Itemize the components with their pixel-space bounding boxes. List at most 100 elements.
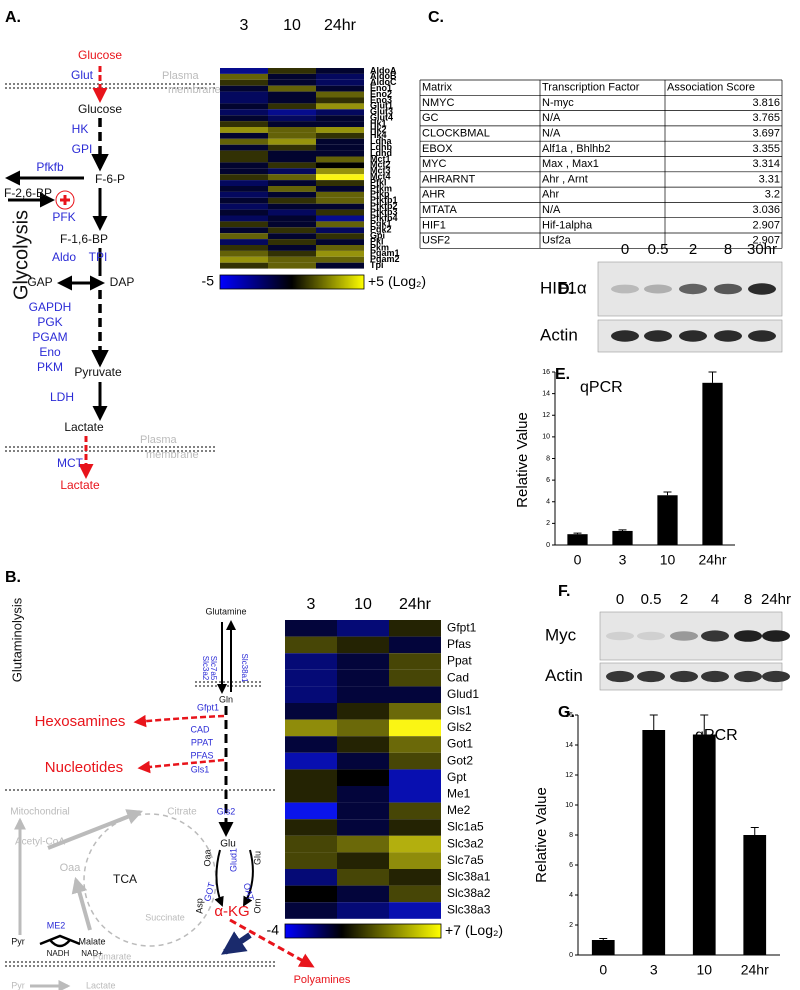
error-bar — [649, 714, 658, 730]
heatmap-cell — [220, 191, 268, 198]
blot-row-label: Myc — [545, 625, 577, 644]
diagram-label: LDH — [50, 390, 74, 404]
row-label: Pfkp — [370, 189, 390, 199]
heatmap-cell — [268, 245, 316, 251]
heatmap-cell — [316, 85, 364, 92]
blot-band — [748, 330, 776, 342]
scale-max: +7 — [445, 922, 461, 938]
heatmap-cell — [268, 132, 316, 139]
chart-title: qPCR — [580, 379, 623, 396]
x-tick-label: 0 — [574, 552, 582, 568]
diagram-label: ME2 — [47, 920, 66, 930]
blot-band — [611, 284, 639, 294]
blot-band — [606, 631, 634, 641]
table-cell: 3.816 — [752, 97, 780, 109]
diagram-label: Glycolysis — [10, 210, 32, 300]
panel-label: G. — [558, 704, 575, 721]
heatmap-cell — [337, 819, 389, 836]
heatmap-cell — [268, 180, 316, 186]
y-tick-label: 16 — [565, 712, 573, 719]
table-cell: Ahr — [542, 189, 559, 201]
diagram-label: Pyruvate — [74, 365, 122, 379]
table-cell: EBOX — [422, 143, 453, 155]
diagram-label: Asp — [194, 898, 204, 914]
row-label: Pkl — [370, 236, 384, 246]
table-cell: N/A — [542, 112, 561, 124]
table-cell: 3.697 — [752, 127, 780, 139]
heatmap-cell — [268, 156, 316, 163]
bar — [591, 940, 615, 955]
diagram-label: GPI — [72, 142, 93, 156]
error-bar — [708, 371, 717, 383]
y-tick-label: 16 — [542, 369, 550, 376]
heatmap-cell — [316, 227, 364, 234]
row-label: Slc38a2 — [447, 886, 491, 900]
diagram-label: Pyr — [11, 980, 25, 990]
heatmap-cell — [220, 68, 268, 74]
heatmap-cell — [337, 852, 389, 869]
row-label: Me2 — [447, 803, 471, 817]
heatmap-cell — [337, 786, 389, 803]
heatmap-cell — [220, 97, 268, 104]
row-label: Ldha — [370, 136, 392, 146]
heatmap-cell — [220, 103, 268, 110]
heatmap-cell — [268, 127, 316, 133]
row-label: Mct4 — [370, 172, 391, 182]
table-cell: 3.036 — [752, 204, 780, 216]
heatmap-cell — [268, 186, 316, 192]
heatmap-cell — [268, 174, 316, 181]
heatmap-cell — [389, 686, 441, 703]
heatmap-cell — [389, 653, 441, 670]
row-label: Gpi — [370, 231, 385, 241]
heatmap-cell — [337, 736, 389, 753]
diagram-label: CAD — [190, 724, 210, 734]
row-label: Gpt — [447, 770, 467, 784]
heatmap-cell — [268, 121, 316, 127]
diagram-label: HK — [72, 122, 89, 136]
heatmap-cell — [220, 144, 268, 151]
diagram-label: PFAS — [190, 750, 213, 760]
row-label: Gfpt1 — [447, 620, 477, 634]
diagram-label: membrane — [168, 84, 221, 96]
scale-max-label: +7 (Log₂) — [445, 922, 503, 938]
heatmap-cell — [389, 636, 441, 654]
y-tick-label: 10 — [542, 434, 550, 441]
column-label: 3 — [307, 596, 316, 613]
glycolysis-arrows — [4, 66, 215, 479]
lane-label: 0 — [621, 241, 629, 258]
heatmap-cell — [268, 73, 316, 80]
lane-label: 24hr — [761, 591, 791, 608]
heatmap-cell — [337, 636, 389, 654]
heatmap-cell — [268, 221, 316, 228]
heatmap-cell — [316, 132, 364, 139]
diagram-label: PFK — [52, 210, 75, 224]
heatmap-cell — [220, 215, 268, 222]
row-label: Glut4 — [370, 113, 393, 123]
scale-unit: (Log₂) — [465, 922, 503, 938]
heatmap-cell — [316, 191, 364, 198]
row-label: Glut1 — [370, 101, 393, 111]
heatmap-cell — [316, 180, 364, 186]
diagram-label: PKM — [37, 360, 63, 374]
heatmap-cell — [268, 233, 316, 240]
row-label: Hk2 — [370, 124, 387, 134]
table-cell: Hif-1alpha — [542, 219, 593, 231]
heatmap-cell — [285, 769, 337, 786]
row-label: Pgam1 — [370, 248, 400, 258]
row-label: Hk4 — [370, 130, 387, 140]
row-label: Pfkl — [370, 177, 387, 187]
heatmap-cell — [389, 736, 441, 753]
diagram-label: Plasma — [162, 70, 200, 82]
heatmap-cell — [268, 138, 316, 145]
heatmap-cell — [316, 138, 364, 145]
table-cell: Usf2a — [542, 235, 572, 247]
diagram-label: Pyr — [11, 936, 25, 946]
y-axis-label: Relative Value — [514, 412, 531, 508]
x-tick-label: 24hr — [741, 962, 769, 978]
heatmap-cell — [220, 262, 268, 269]
diagram-label: Glucose — [78, 48, 122, 62]
blot-band — [679, 330, 707, 342]
blot-band — [644, 330, 672, 342]
row-label: Pfkfb3 — [370, 207, 398, 217]
diagram-label: Gls1 — [191, 764, 210, 774]
